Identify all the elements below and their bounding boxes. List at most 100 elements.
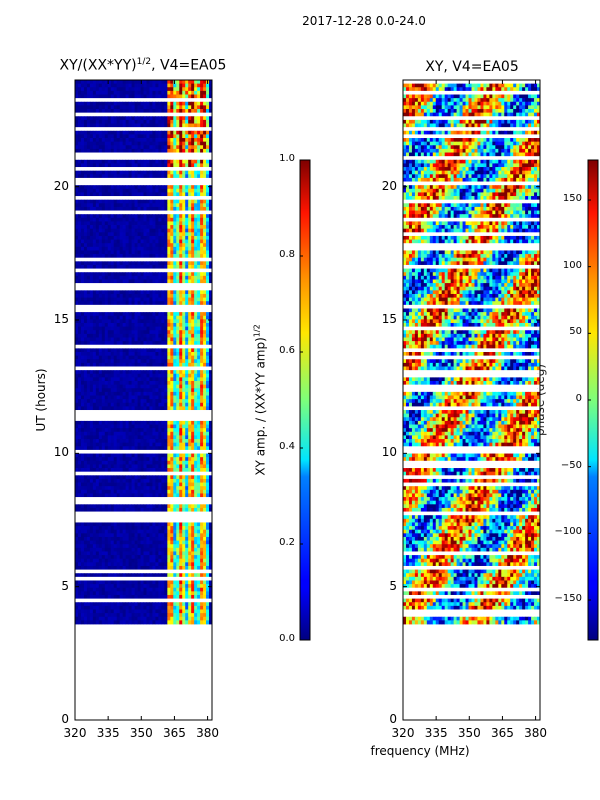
left-cell	[140, 442, 144, 447]
left-cell	[122, 192, 127, 197]
left-cell	[89, 565, 94, 570]
left-cell	[104, 562, 109, 567]
left-cell	[200, 359, 204, 364]
left-cell	[125, 275, 130, 280]
left-cell	[134, 199, 138, 204]
left-cell	[125, 540, 130, 545]
left-cell	[86, 235, 91, 240]
left-cell	[125, 326, 130, 331]
left-cell	[83, 384, 88, 389]
left-cell	[209, 435, 213, 440]
left-cell	[146, 341, 150, 346]
left-cell	[125, 279, 130, 284]
left-cell	[176, 536, 180, 541]
left-cell	[80, 478, 85, 483]
left-cell	[110, 493, 115, 498]
left-cell	[167, 199, 171, 204]
left-cell	[140, 460, 144, 465]
left-cell	[92, 544, 97, 549]
left-cell	[158, 460, 162, 465]
left-cell	[107, 475, 112, 480]
left-cell	[167, 381, 171, 386]
left-cell	[101, 192, 106, 197]
left-cell	[125, 341, 130, 346]
left-cell	[197, 174, 201, 179]
left-cell	[191, 468, 195, 473]
left-cell	[89, 326, 94, 331]
left-cell	[182, 555, 186, 560]
left-cell	[203, 526, 207, 531]
left-cell	[98, 464, 103, 469]
left-cell	[86, 87, 91, 92]
left-cell	[131, 83, 135, 88]
left-cell	[152, 478, 156, 483]
left-cell	[134, 116, 138, 121]
left-cell	[173, 188, 177, 193]
left-cell	[104, 384, 109, 389]
left-cell	[75, 94, 79, 99]
left-cell	[119, 312, 124, 317]
left-cell	[116, 551, 121, 556]
left-cell	[197, 377, 201, 382]
left-cell	[89, 312, 94, 317]
left-cell	[89, 279, 94, 284]
left-cell	[146, 185, 150, 190]
left-cell	[185, 116, 189, 121]
left-cell	[110, 130, 115, 135]
left-cell	[107, 522, 112, 527]
left-cell	[137, 359, 141, 364]
left-cell	[158, 435, 162, 440]
left-cell	[101, 373, 106, 378]
left-cell	[158, 573, 162, 578]
left-cell	[119, 206, 124, 211]
left-cell	[158, 565, 162, 570]
left-cell	[86, 174, 91, 179]
left-cell	[110, 203, 115, 208]
left-cell	[203, 507, 207, 512]
left-cell	[101, 228, 106, 233]
left-cell	[83, 399, 88, 404]
left-cell	[179, 446, 183, 451]
left-cell	[83, 246, 88, 251]
left-cell	[110, 322, 115, 328]
left-cell	[143, 254, 147, 259]
left-cell	[101, 424, 106, 429]
left-cell	[128, 439, 132, 444]
left-cell	[86, 428, 91, 433]
left-cell	[164, 402, 168, 407]
left-cell	[140, 214, 144, 219]
left-cell	[173, 333, 177, 338]
left-cell	[107, 235, 112, 240]
left-cell	[194, 522, 198, 527]
left-cell	[92, 293, 97, 298]
left-cell	[170, 399, 174, 404]
left-cell	[170, 94, 174, 99]
left-cell	[191, 87, 195, 92]
left-cell	[131, 388, 135, 393]
left-cell	[113, 424, 118, 429]
left-cell	[125, 381, 130, 386]
left-cell	[188, 424, 192, 429]
left-cell	[194, 341, 198, 346]
left-cell	[89, 507, 94, 512]
left-cell	[146, 322, 150, 328]
left-cell	[77, 319, 82, 324]
left-cell	[197, 326, 201, 331]
left-cell	[92, 406, 97, 411]
left-cell	[125, 272, 130, 277]
left-cell	[116, 439, 121, 444]
left-cell	[80, 547, 85, 552]
left-cell	[200, 174, 204, 179]
left-cell	[107, 130, 112, 135]
left-cell	[128, 214, 132, 219]
left-cell	[179, 406, 183, 411]
left-cell	[209, 370, 213, 375]
left-cell	[143, 544, 147, 549]
left-cell	[80, 352, 85, 357]
left-cell	[107, 250, 112, 255]
left-cell	[176, 264, 180, 269]
left-cell	[137, 297, 141, 302]
left-cell	[200, 315, 204, 320]
left-cell	[203, 352, 207, 357]
left-cell	[95, 109, 100, 114]
